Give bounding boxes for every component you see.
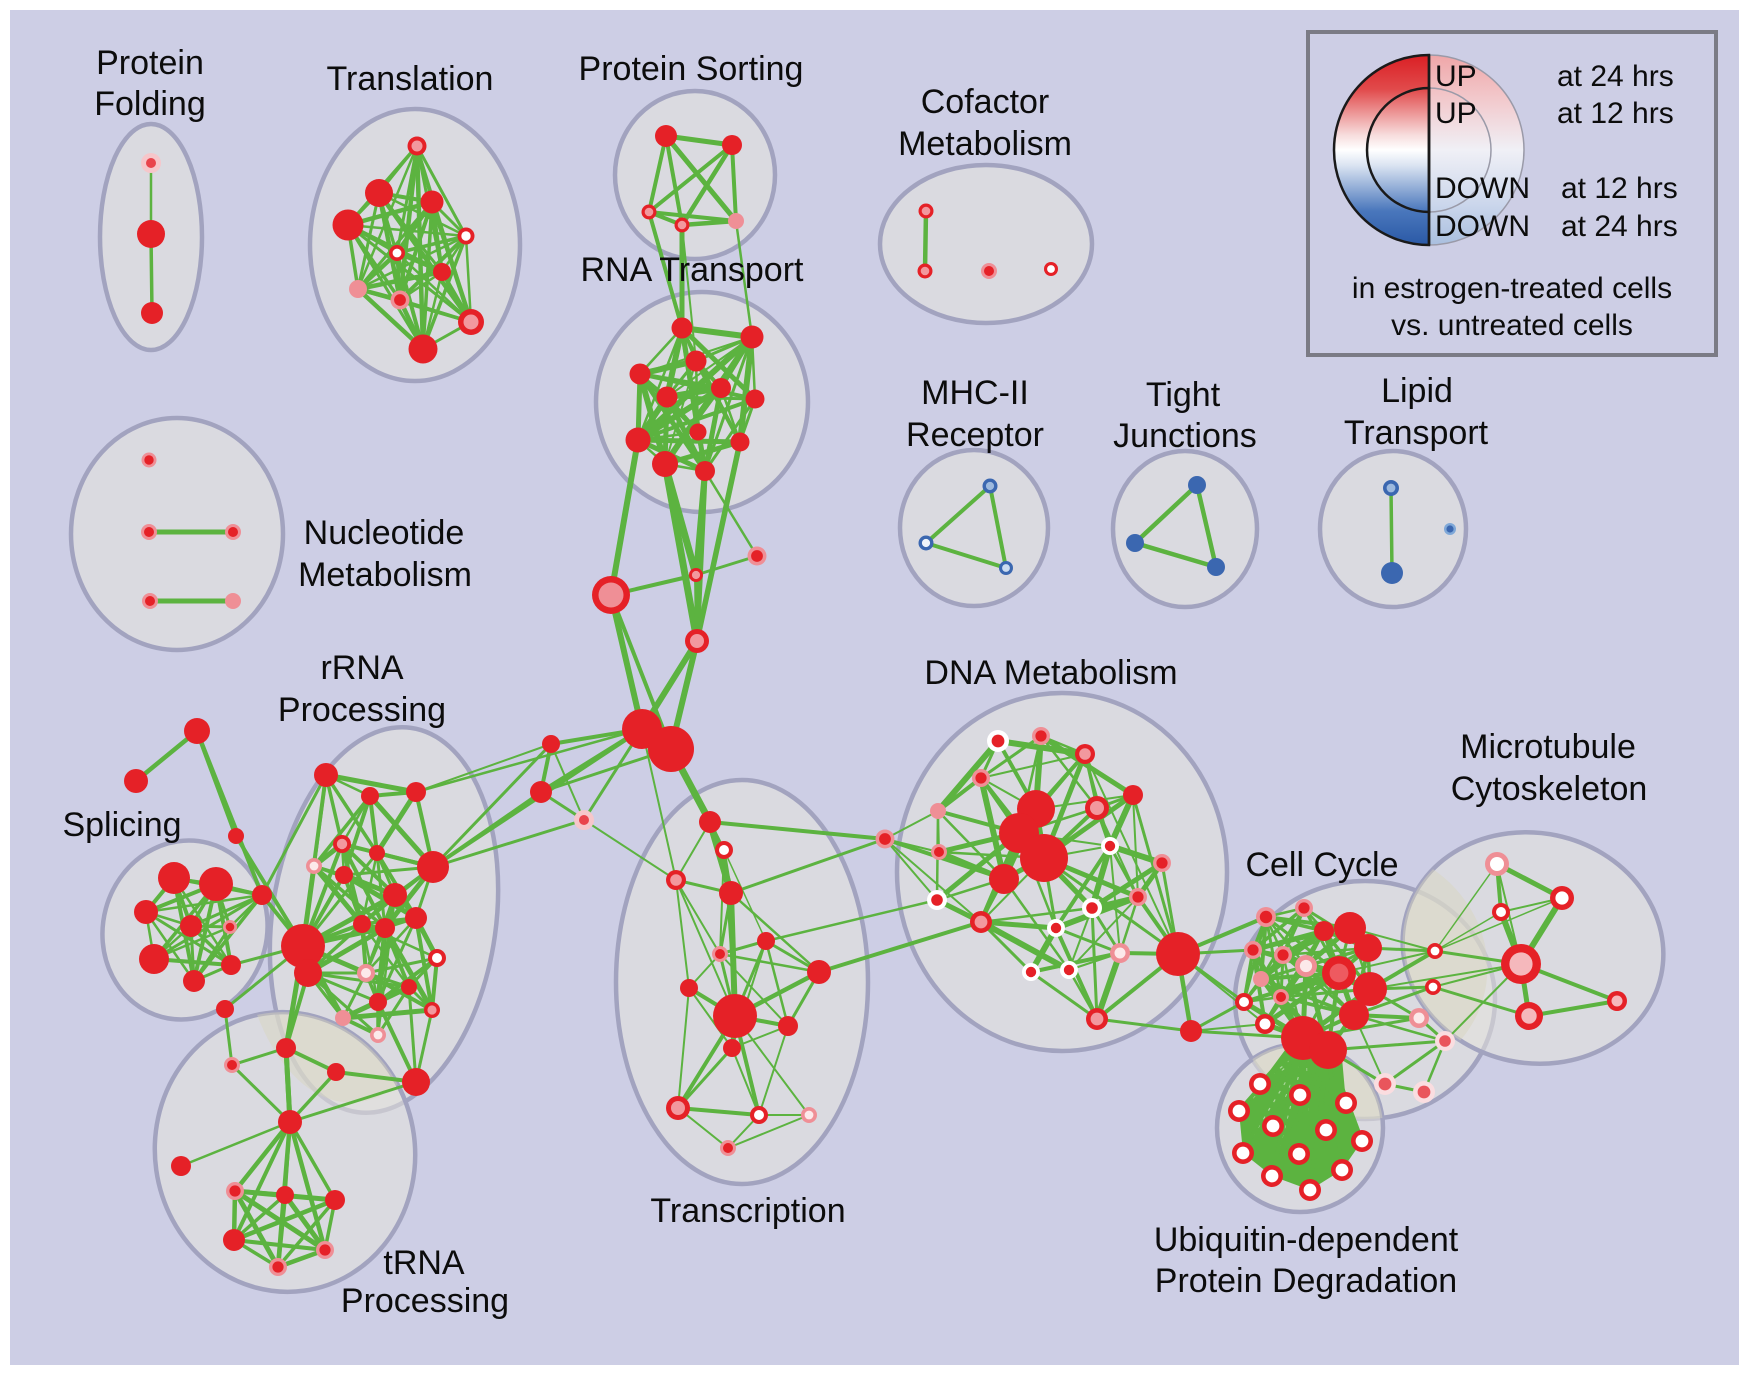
svg-text:Transport: Transport — [1344, 414, 1489, 452]
svg-text:Cofactor: Cofactor — [921, 83, 1050, 121]
svg-text:at 24 hrs: at 24 hrs — [1557, 60, 1674, 93]
svg-text:Receptor: Receptor — [906, 416, 1044, 454]
svg-text:at 24 hrs: at 24 hrs — [1561, 210, 1678, 243]
svg-text:UP: UP — [1435, 60, 1477, 93]
svg-text:DOWN: DOWN — [1435, 210, 1530, 243]
svg-text:DNA Metabolism: DNA Metabolism — [924, 654, 1177, 692]
svg-text:at 12 hrs: at 12 hrs — [1561, 172, 1678, 205]
svg-text:tRNA: tRNA — [383, 1244, 465, 1282]
svg-text:vs. untreated cells: vs. untreated cells — [1391, 309, 1633, 342]
svg-text:Protein: Protein — [96, 44, 204, 82]
svg-text:MHC-II: MHC-II — [921, 374, 1029, 412]
svg-text:in estrogen-treated cells: in estrogen-treated cells — [1352, 272, 1672, 305]
svg-text:Cytoskeleton: Cytoskeleton — [1451, 770, 1648, 808]
svg-text:rRNA: rRNA — [320, 649, 403, 687]
svg-text:Nucleotide: Nucleotide — [304, 514, 465, 552]
svg-text:UP: UP — [1435, 97, 1477, 130]
svg-text:Junctions: Junctions — [1113, 417, 1257, 455]
svg-text:Cell Cycle: Cell Cycle — [1245, 846, 1398, 884]
svg-text:Metabolism: Metabolism — [298, 556, 472, 594]
svg-text:Lipid: Lipid — [1381, 372, 1453, 410]
svg-text:DOWN: DOWN — [1435, 172, 1530, 205]
svg-text:Splicing: Splicing — [62, 806, 181, 844]
svg-text:RNA Transport: RNA Transport — [581, 251, 805, 289]
svg-text:Processing: Processing — [278, 691, 446, 729]
svg-text:Microtubule: Microtubule — [1460, 728, 1636, 766]
svg-text:Metabolism: Metabolism — [898, 125, 1072, 163]
svg-text:Ubiquitin-dependent: Ubiquitin-dependent — [1154, 1221, 1459, 1259]
svg-text:Transcription: Transcription — [650, 1192, 845, 1230]
svg-text:Translation: Translation — [327, 60, 494, 98]
svg-text:Protein Sorting: Protein Sorting — [579, 50, 804, 88]
svg-text:Protein Degradation: Protein Degradation — [1155, 1262, 1457, 1300]
svg-text:Tight: Tight — [1146, 376, 1221, 414]
svg-text:Processing: Processing — [341, 1282, 509, 1320]
svg-text:Folding: Folding — [94, 85, 206, 123]
svg-text:at 12 hrs: at 12 hrs — [1557, 97, 1674, 130]
